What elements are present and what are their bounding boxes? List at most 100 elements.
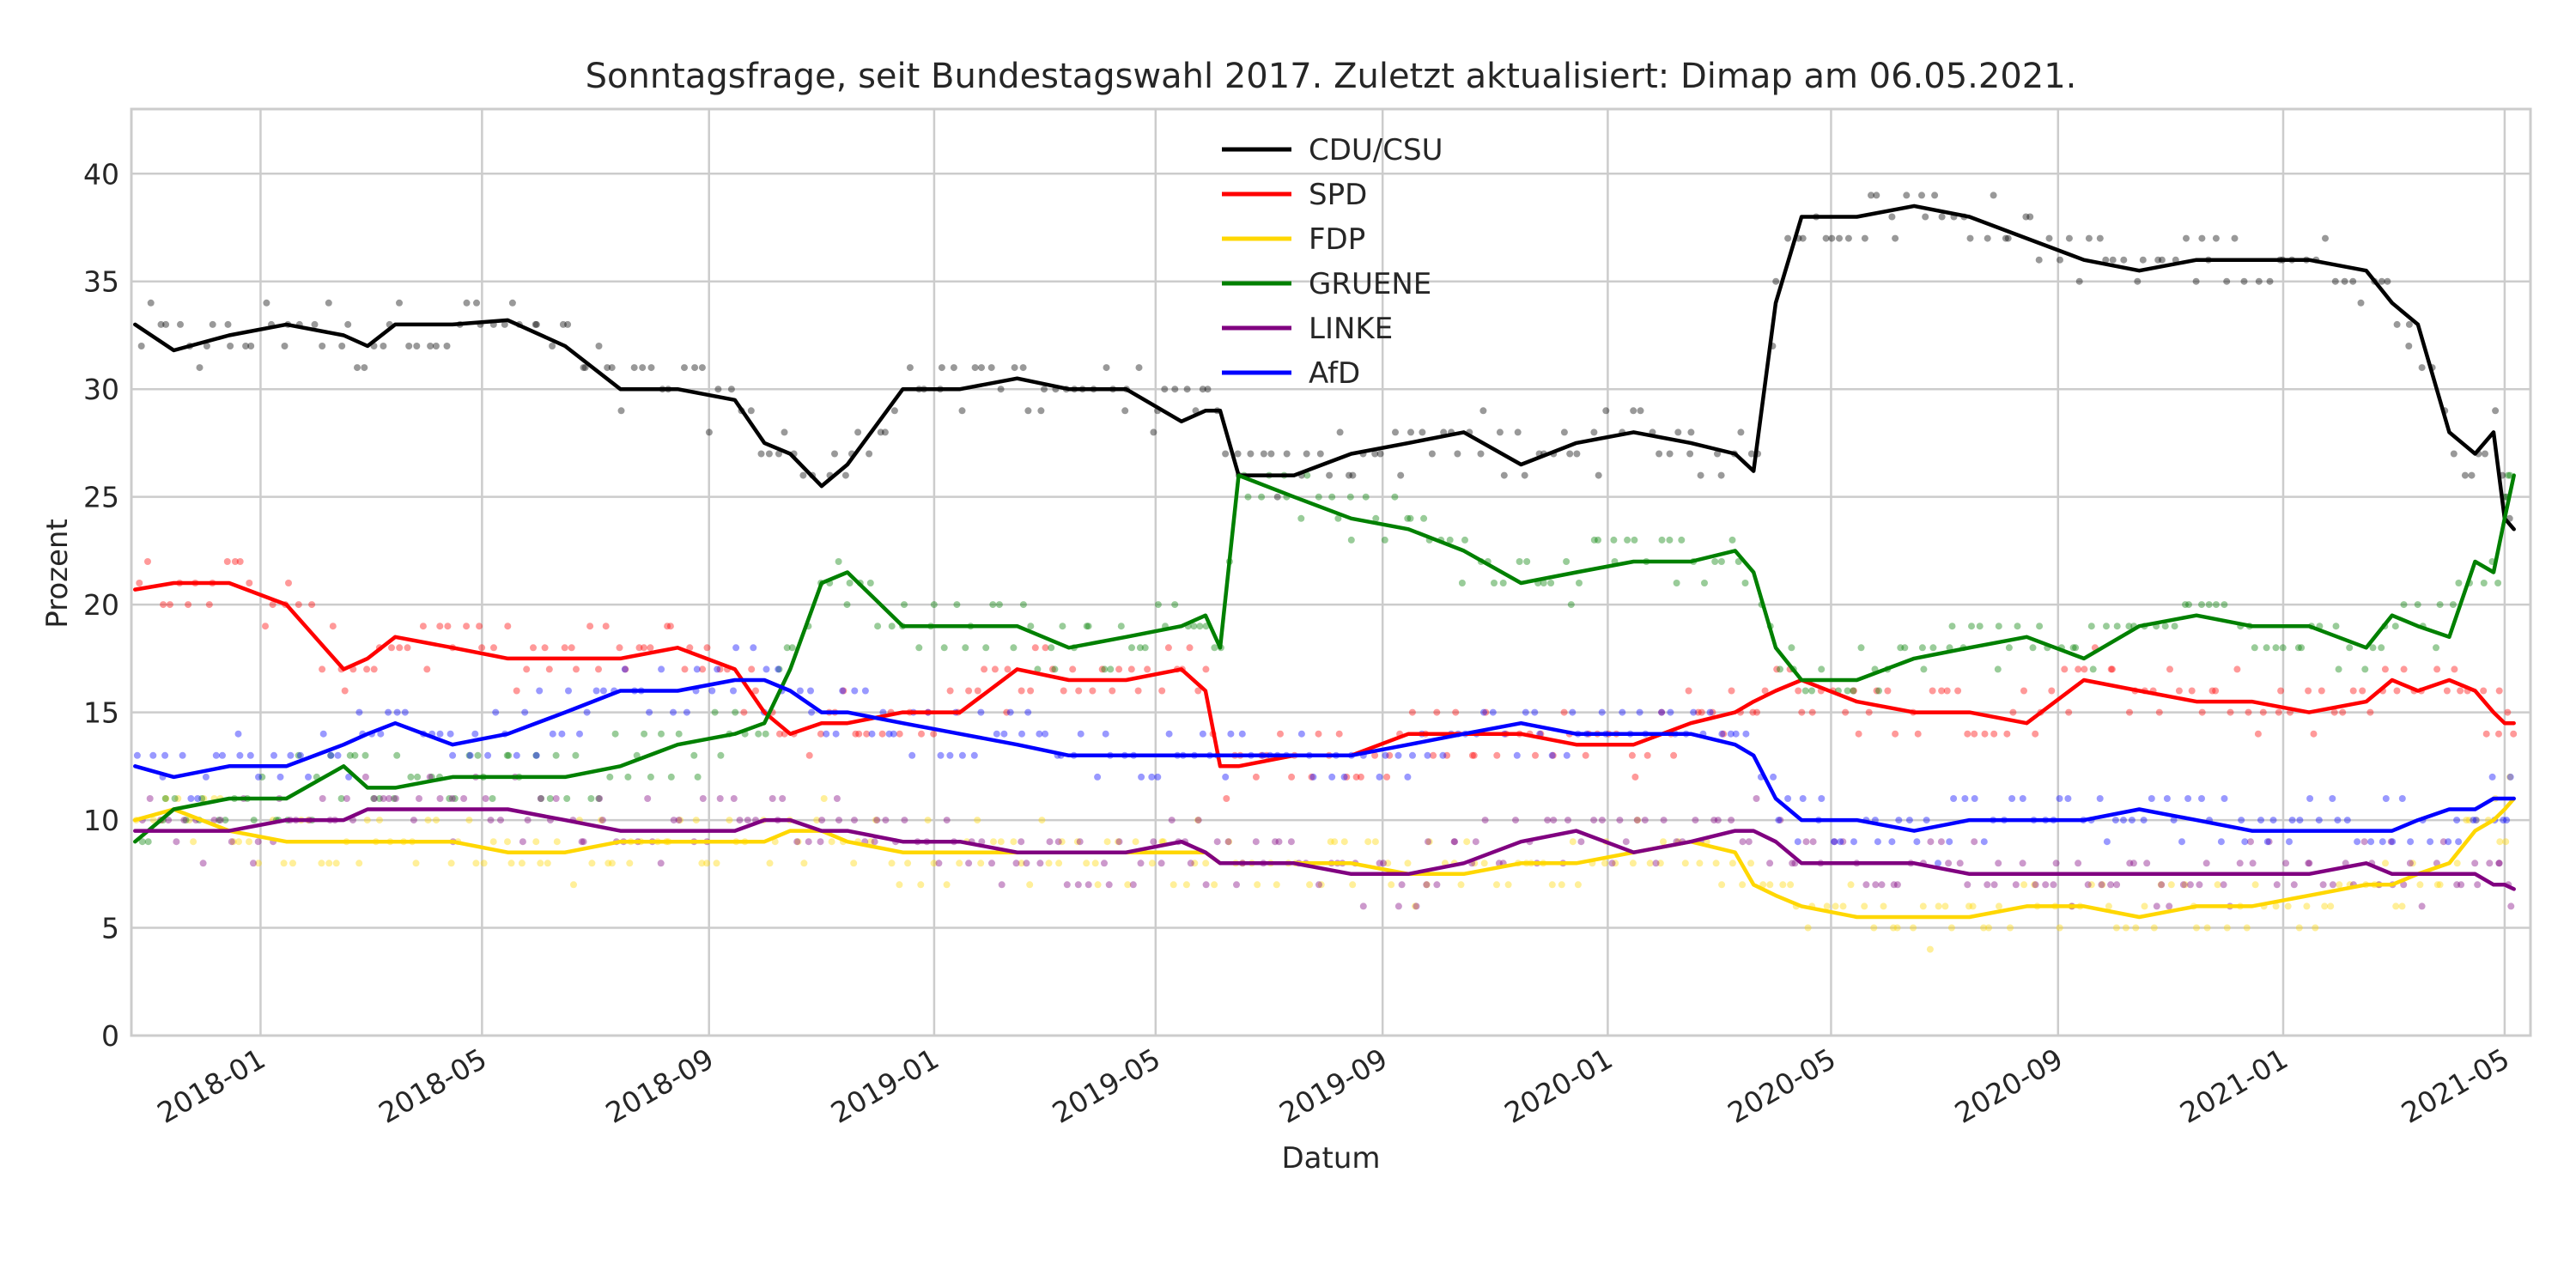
poll-point: [1132, 838, 1139, 846]
poll-point: [1388, 881, 1395, 889]
poll-point: [1652, 860, 1660, 867]
poll-point: [716, 795, 724, 802]
poll-point: [2346, 644, 2354, 652]
poll-point: [769, 795, 776, 802]
poll-point: [392, 795, 399, 802]
poll-point: [699, 665, 707, 673]
poll-point: [1202, 881, 1210, 889]
poll-point: [1024, 708, 1032, 716]
poll-point: [1718, 730, 1726, 738]
poll-point: [2331, 277, 2339, 285]
poll-point: [1287, 838, 1295, 846]
poll-point: [1698, 708, 1705, 716]
poll-point: [779, 795, 787, 802]
poll-point: [1965, 902, 1972, 910]
poll-point: [868, 730, 876, 738]
poll-point: [783, 644, 791, 652]
poll-point: [2031, 881, 2038, 889]
legend-label: SPD: [1309, 178, 1367, 212]
poll-point: [1352, 773, 1360, 781]
poll-point: [1495, 860, 1503, 867]
poll-point: [1199, 730, 1206, 738]
poll-point: [2458, 881, 2465, 889]
poll-point: [2020, 881, 2028, 889]
poll-point: [1012, 860, 1020, 867]
poll-point: [537, 795, 544, 802]
poll-point: [451, 795, 459, 802]
poll-point: [1747, 450, 1755, 458]
y-tick-label: 5: [101, 912, 119, 945]
poll-point: [690, 751, 698, 759]
poll-point: [1739, 881, 1747, 889]
poll-point: [319, 665, 326, 673]
poll-point: [2134, 277, 2142, 285]
poll-point: [1981, 730, 1989, 738]
poll-point: [1711, 558, 1719, 565]
poll-point: [1598, 817, 1606, 824]
poll-point: [1034, 665, 1042, 673]
poll-point: [1137, 860, 1145, 867]
poll-point: [2098, 881, 2105, 889]
poll-point: [521, 708, 529, 716]
poll-point: [1884, 687, 1892, 695]
poll-point: [2453, 817, 2461, 824]
poll-point: [489, 795, 496, 802]
poll-point: [490, 644, 497, 652]
poll-point: [596, 795, 604, 802]
poll-point: [1413, 902, 1420, 910]
poll-point: [2315, 817, 2323, 824]
poll-point: [1922, 213, 1929, 221]
poll-point: [2050, 881, 2057, 889]
poll-point: [1036, 860, 1044, 867]
poll-point: [2128, 817, 2136, 824]
poll-point: [807, 687, 814, 695]
poll-point: [1424, 751, 1431, 759]
poll-point: [775, 665, 782, 673]
poll-point: [1094, 773, 1102, 781]
poll-point: [1194, 817, 1202, 824]
poll-point: [1947, 924, 1955, 932]
poll-point: [2329, 795, 2336, 802]
poll-point: [2161, 623, 2169, 630]
legend: CDU/CSU SPD FDP GRUENE LINKE AfD: [1222, 133, 1443, 391]
poll-point: [270, 751, 277, 759]
poll-point: [586, 623, 594, 630]
poll-point: [2332, 623, 2340, 630]
poll-point: [958, 751, 966, 759]
poll-point: [576, 730, 583, 738]
poll-point: [1549, 751, 1557, 759]
poll-point: [990, 838, 997, 846]
poll-point: [705, 428, 713, 436]
poll-point: [484, 751, 492, 759]
poll-point: [393, 708, 401, 716]
poll-point: [2322, 234, 2329, 242]
poll-point: [1929, 687, 1936, 695]
poll-point: [937, 751, 945, 759]
poll-point: [2471, 860, 2479, 867]
poll-point: [507, 860, 515, 867]
poll-point: [532, 320, 539, 328]
poll-point: [1608, 860, 1616, 867]
poll-point: [235, 838, 242, 846]
poll-point: [1394, 902, 1402, 910]
poll-point: [1660, 817, 1668, 824]
poll-point: [523, 665, 531, 673]
poll-point: [1060, 687, 1067, 695]
poll-point: [1019, 364, 1027, 372]
poll-point: [327, 751, 335, 759]
poll-point: [2349, 277, 2357, 285]
poll-point: [2113, 881, 2121, 889]
poll-point: [1590, 428, 1598, 436]
poll-point: [460, 795, 468, 802]
poll-point: [1913, 838, 1921, 846]
poll-point: [489, 838, 497, 846]
poll-point: [1148, 860, 1156, 867]
poll-point: [915, 644, 923, 652]
poll-point: [1830, 838, 1838, 846]
poll-point: [198, 795, 206, 802]
poll-point: [646, 708, 653, 716]
poll-point: [2488, 773, 2496, 781]
poll-point: [2393, 687, 2401, 695]
poll-point: [1523, 558, 1531, 565]
poll-point: [2433, 881, 2441, 889]
